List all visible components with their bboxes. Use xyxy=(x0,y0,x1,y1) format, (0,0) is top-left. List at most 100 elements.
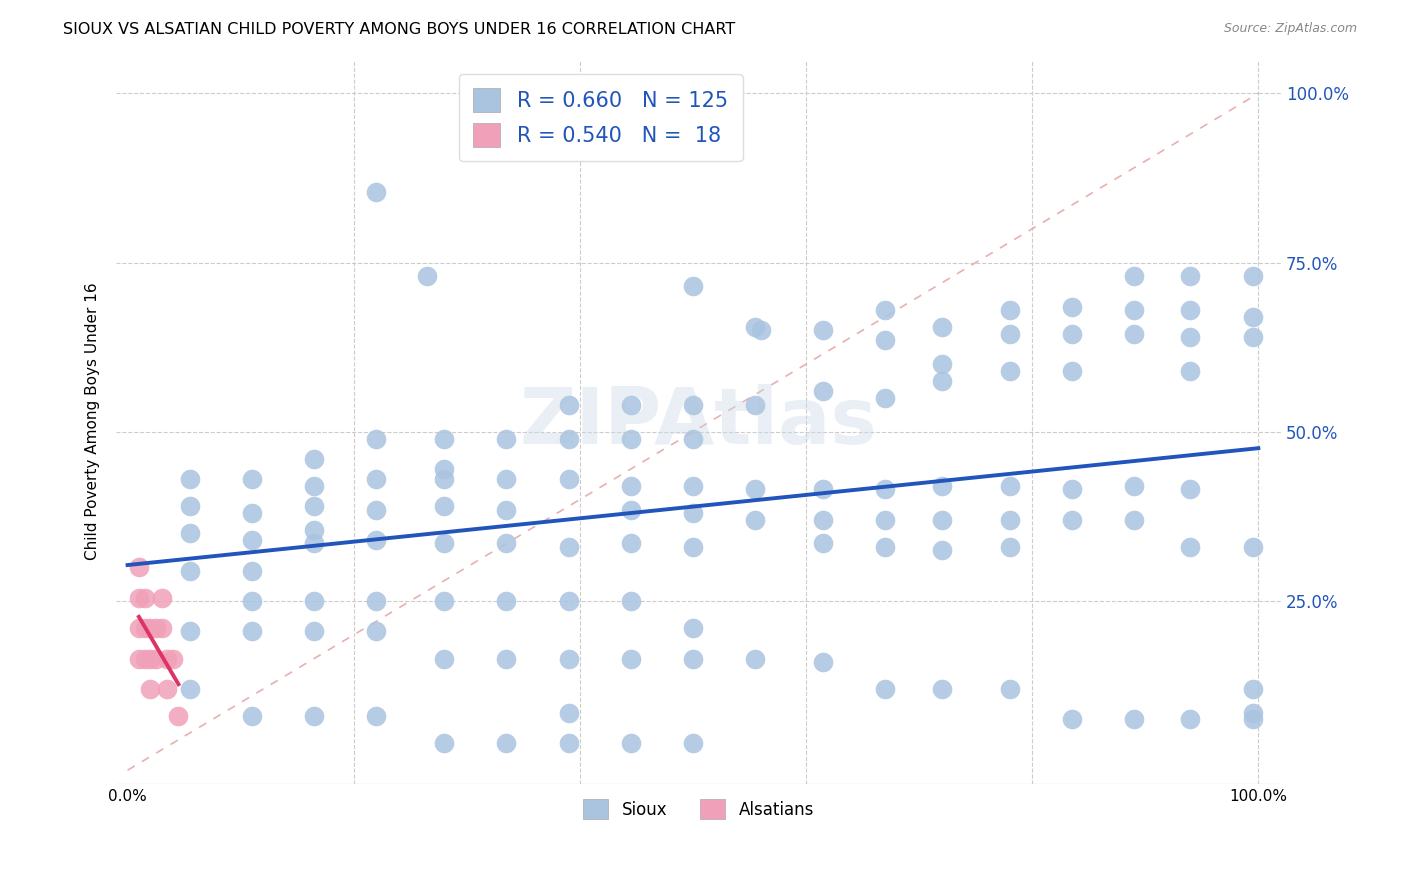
Point xyxy=(682,540,704,554)
Point xyxy=(134,591,156,605)
Point xyxy=(1123,513,1146,527)
Point xyxy=(998,364,1021,378)
Text: Source: ZipAtlas.com: Source: ZipAtlas.com xyxy=(1223,22,1357,36)
Point xyxy=(366,533,388,547)
Point xyxy=(557,472,579,486)
Point xyxy=(366,502,388,516)
Text: SIOUX VS ALSATIAN CHILD POVERTY AMONG BOYS UNDER 16 CORRELATION CHART: SIOUX VS ALSATIAN CHILD POVERTY AMONG BO… xyxy=(63,22,735,37)
Point xyxy=(557,540,579,554)
Point xyxy=(495,103,517,118)
Point xyxy=(302,479,325,493)
Point xyxy=(433,462,456,476)
Point xyxy=(811,513,834,527)
Point xyxy=(1180,540,1202,554)
Point xyxy=(302,523,325,537)
Point xyxy=(150,591,173,605)
Point xyxy=(1241,706,1264,720)
Point xyxy=(875,540,897,554)
Point xyxy=(744,651,766,665)
Point xyxy=(875,483,897,497)
Point xyxy=(433,432,456,446)
Point xyxy=(128,651,150,665)
Point xyxy=(620,432,643,446)
Point xyxy=(128,591,150,605)
Point xyxy=(811,384,834,399)
Point xyxy=(139,681,162,696)
Point xyxy=(744,320,766,334)
Point xyxy=(240,472,263,486)
Point xyxy=(620,651,643,665)
Point xyxy=(620,594,643,608)
Point xyxy=(931,513,953,527)
Point xyxy=(875,681,897,696)
Point xyxy=(931,681,953,696)
Point xyxy=(1060,513,1083,527)
Point xyxy=(931,357,953,371)
Point xyxy=(433,536,456,550)
Point xyxy=(744,483,766,497)
Point xyxy=(240,709,263,723)
Point xyxy=(1060,483,1083,497)
Point xyxy=(366,624,388,639)
Point xyxy=(682,398,704,412)
Point xyxy=(557,706,579,720)
Legend: Sioux, Alsatians: Sioux, Alsatians xyxy=(576,792,821,826)
Point xyxy=(557,594,579,608)
Point xyxy=(620,398,643,412)
Point xyxy=(1123,713,1146,727)
Point xyxy=(1060,300,1083,314)
Point xyxy=(179,624,201,639)
Point xyxy=(302,500,325,514)
Point xyxy=(1180,303,1202,318)
Point xyxy=(811,483,834,497)
Point xyxy=(1180,713,1202,727)
Point xyxy=(682,651,704,665)
Point xyxy=(240,594,263,608)
Point xyxy=(433,651,456,665)
Point xyxy=(433,594,456,608)
Point xyxy=(811,323,834,337)
Point xyxy=(495,594,517,608)
Point xyxy=(1241,330,1264,344)
Point xyxy=(240,624,263,639)
Point xyxy=(1180,483,1202,497)
Point xyxy=(1241,540,1264,554)
Point xyxy=(875,334,897,348)
Point xyxy=(156,651,179,665)
Point xyxy=(302,594,325,608)
Point xyxy=(501,103,523,118)
Point xyxy=(998,540,1021,554)
Point xyxy=(1241,713,1264,727)
Y-axis label: Child Poverty Among Boys Under 16: Child Poverty Among Boys Under 16 xyxy=(86,283,100,560)
Point xyxy=(416,269,439,284)
Point xyxy=(139,651,162,665)
Point xyxy=(998,513,1021,527)
Text: ZIPAtlas: ZIPAtlas xyxy=(520,384,877,459)
Point xyxy=(128,560,150,574)
Point xyxy=(145,621,167,635)
Point xyxy=(682,279,704,293)
Point xyxy=(1241,681,1264,696)
Point xyxy=(240,533,263,547)
Point xyxy=(811,536,834,550)
Point xyxy=(811,655,834,669)
Point xyxy=(620,479,643,493)
Point xyxy=(931,320,953,334)
Point xyxy=(875,513,897,527)
Point xyxy=(931,374,953,388)
Point xyxy=(998,303,1021,318)
Point xyxy=(495,472,517,486)
Point xyxy=(366,594,388,608)
Point xyxy=(620,536,643,550)
Point xyxy=(557,736,579,750)
Point xyxy=(1241,310,1264,324)
Point xyxy=(998,326,1021,341)
Point xyxy=(366,709,388,723)
Point xyxy=(557,651,579,665)
Point xyxy=(998,681,1021,696)
Point xyxy=(134,651,156,665)
Point xyxy=(139,621,162,635)
Point xyxy=(302,536,325,550)
Point xyxy=(1060,713,1083,727)
Point xyxy=(682,506,704,520)
